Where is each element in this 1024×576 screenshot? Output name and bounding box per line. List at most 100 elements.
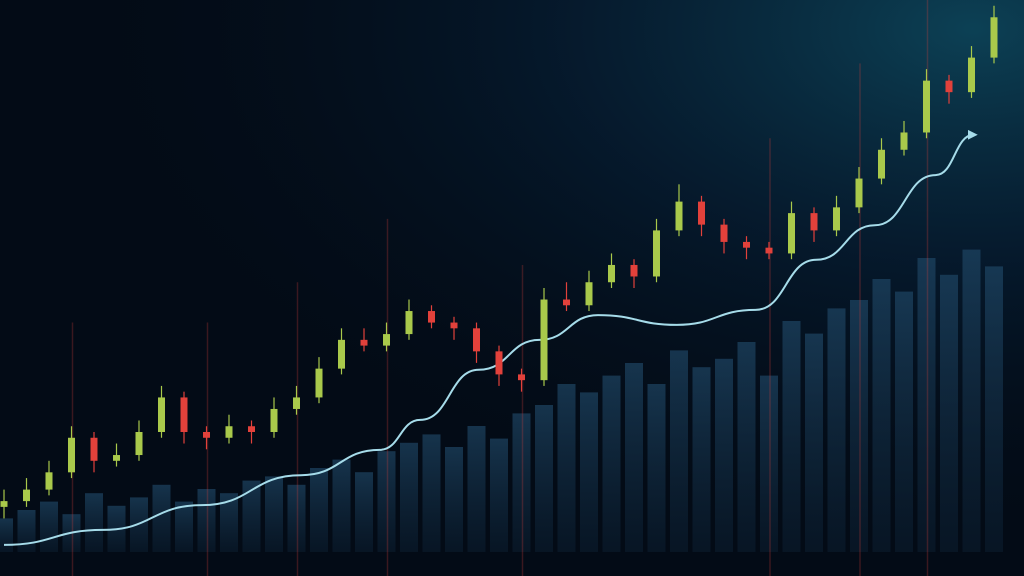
- candle-up: [383, 322, 390, 352]
- candle-body: [495, 351, 503, 375]
- candle-body: [923, 80, 930, 133]
- candle-up: [855, 167, 863, 214]
- candle-body: [563, 299, 570, 306]
- candle-down: [698, 195, 705, 237]
- candle-up: [675, 184, 683, 237]
- candle-up: [923, 69, 930, 139]
- candle-up: [0, 489, 8, 519]
- candle-down: [630, 259, 638, 288]
- volume-bar: [557, 384, 576, 552]
- volume-bar: [445, 447, 463, 552]
- candle-body: [855, 178, 863, 208]
- candle-body: [383, 334, 390, 346]
- volume-bar: [827, 308, 846, 552]
- candle-body: [135, 432, 143, 456]
- candle-down: [743, 236, 750, 260]
- candle-up: [878, 138, 885, 185]
- candle-body: [293, 397, 300, 409]
- candle-body: [608, 264, 615, 283]
- volume-bars: [0, 249, 1003, 552]
- volume-bar: [197, 489, 216, 552]
- candle-down: [810, 207, 818, 242]
- candle-body: [248, 426, 255, 432]
- candle-up: [788, 201, 795, 260]
- volume-bar: [940, 274, 958, 552]
- volume-bar: [220, 493, 238, 552]
- volume-bar: [377, 451, 396, 552]
- candle-up: [653, 218, 660, 283]
- candle-up: [405, 299, 413, 340]
- candle-up: [338, 328, 345, 375]
- volume-bar: [0, 518, 13, 552]
- candle-down: [428, 305, 435, 329]
- candle-down: [248, 420, 255, 444]
- candle-body: [360, 339, 368, 346]
- candle-body: [203, 432, 210, 438]
- candle-body: [45, 472, 53, 490]
- volume-bar: [467, 426, 486, 552]
- volume-bar: [850, 300, 868, 552]
- candle-up: [608, 253, 615, 288]
- candle-up: [45, 460, 53, 496]
- candle-body: [180, 397, 188, 432]
- volume-bar: [490, 438, 508, 552]
- volume-bar: [647, 384, 666, 552]
- candle-body: [68, 437, 75, 473]
- candle-down: [518, 368, 525, 392]
- candle-down: [360, 328, 368, 352]
- candle-down: [180, 391, 188, 444]
- candle-up: [900, 120, 908, 156]
- volume-bar: [422, 434, 441, 552]
- candle-body: [720, 224, 728, 242]
- volume-bar: [985, 266, 1003, 552]
- candle-down: [90, 432, 98, 473]
- volume-bar: [152, 484, 171, 552]
- volume-bar: [242, 480, 261, 552]
- candle-body: [158, 397, 165, 432]
- candle-up: [270, 397, 278, 438]
- candle-body: [788, 213, 795, 254]
- volume-bar: [715, 358, 733, 552]
- candle-up: [68, 426, 75, 479]
- candle-body: [833, 207, 840, 231]
- candle-body: [878, 149, 885, 179]
- volume-bar: [355, 472, 373, 552]
- volume-bar: [535, 405, 553, 552]
- candle-up: [225, 414, 233, 444]
- volume-bar: [602, 375, 621, 552]
- volume-bar: [265, 476, 283, 552]
- volume-bar: [805, 333, 823, 552]
- candle-up: [990, 5, 998, 64]
- candle-body: [653, 230, 660, 277]
- candle-body: [968, 57, 975, 93]
- candle-body: [698, 201, 705, 225]
- trend-line: [3, 129, 978, 546]
- candle-up: [158, 385, 165, 438]
- decorative-wicks: [71, 0, 929, 576]
- volume-bar: [917, 258, 936, 552]
- volume-bar: [760, 375, 778, 552]
- volume-bar: [287, 484, 306, 552]
- volume-bar: [17, 510, 36, 552]
- volume-bar: [782, 321, 801, 552]
- candle-body: [0, 501, 8, 507]
- candle-up: [968, 46, 975, 98]
- candle-body: [585, 282, 593, 306]
- candle-body: [473, 328, 480, 352]
- candle-up: [135, 420, 143, 461]
- candle-body: [765, 247, 773, 254]
- candle-down: [495, 345, 503, 386]
- candles: [0, 5, 998, 519]
- candle-body: [405, 311, 413, 335]
- candle-down: [563, 282, 570, 312]
- candle-body: [450, 322, 458, 329]
- volume-bar: [310, 468, 328, 552]
- candle-body: [113, 455, 120, 461]
- candle-body: [630, 264, 638, 277]
- volume-bar: [40, 501, 58, 552]
- candle-body: [428, 311, 435, 323]
- candle-body: [945, 80, 953, 93]
- candle-down: [945, 74, 953, 104]
- candle-down: [203, 426, 210, 450]
